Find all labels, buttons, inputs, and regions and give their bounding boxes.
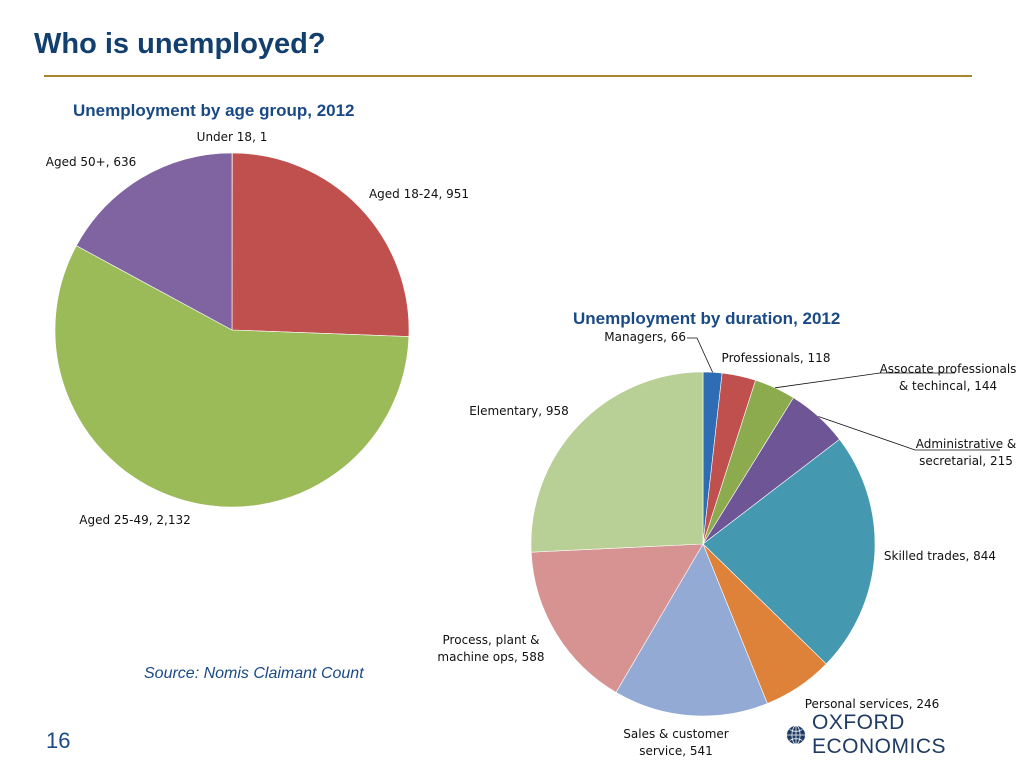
pie-slice-aged-25-49 xyxy=(54,245,410,508)
data-label-aged-25-49: Aged 25-49, 2,132 xyxy=(79,513,191,527)
data-label-managers: Managers, 66 xyxy=(604,330,686,344)
slide-title: Who is unemployed? xyxy=(34,28,326,60)
pie-slice-process-plant-machine-ops xyxy=(530,543,704,693)
leader-line-assocate-professionals-techincal xyxy=(775,372,955,389)
pie-slice-sales-customer-service xyxy=(615,543,768,717)
logo-text: OXFORD ECONOMICS xyxy=(812,711,947,758)
pie-slice-skilled-trades xyxy=(702,438,876,665)
data-label-professionals: Professionals, 118 xyxy=(722,351,831,365)
duration-pie-chart: Managers, 66 Professionals, 118 Assocate p… xyxy=(437,330,1016,758)
page-number: 16 xyxy=(46,728,71,753)
data-label-aged-50: Aged 50+, 636 xyxy=(46,155,137,169)
duration-chart-title: Unemployment by duration, 2012 xyxy=(573,309,841,328)
pie-slice-aged-18-24 xyxy=(231,152,410,337)
age-chart-title: Unemployment by age group, 2012 xyxy=(73,101,355,120)
age-pie-chart: Under 18, 1 Aged 18-24, 951 Aged 25-49, 2,… xyxy=(46,130,469,527)
data-label-personal-services: Personal services, 246 xyxy=(805,697,940,711)
leader-line-managers xyxy=(687,337,713,373)
data-label-under-18: Under 18, 1 xyxy=(197,130,268,144)
data-label-sales-customer-service: Sales & customer service, 541 xyxy=(623,727,729,758)
leader-line-administrative-secretarial xyxy=(818,416,1000,451)
pie-slice-aged-50 xyxy=(75,152,233,331)
data-label-skilled-trades: Skilled trades, 844 xyxy=(884,549,996,563)
data-label-elementary: Elementary, 958 xyxy=(469,404,569,418)
source-note: Source: Nomis Claimant Count xyxy=(144,665,364,682)
data-label-aged-18-24: Aged 18-24, 951 xyxy=(369,187,469,201)
title-rule xyxy=(44,75,972,77)
oxford-economics-logo: OXFORD ECONOMICS xyxy=(786,711,1024,758)
pie-slice-elementary xyxy=(530,371,704,553)
data-label-assocate-professionals-techincal: Assocate professionals & techincal, 144 xyxy=(880,362,1017,393)
globe-icon xyxy=(786,725,806,745)
data-label-administrative-secretarial: Administrative & secretarial, 215 xyxy=(916,437,1017,468)
data-label-process-plant-machine-ops: Process, plant & machine ops, 588 xyxy=(437,633,544,664)
